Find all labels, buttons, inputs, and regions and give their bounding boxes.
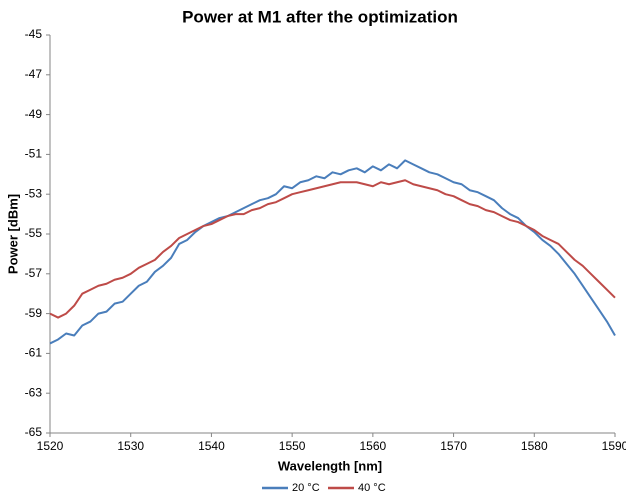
series-line bbox=[49, 179, 616, 319]
x-tick-label: 1580 bbox=[521, 439, 548, 453]
y-axis-title: Power [dBm] bbox=[5, 194, 20, 274]
y-tick-label: -63 bbox=[25, 385, 43, 399]
y-tick-label: -45 bbox=[25, 27, 43, 41]
x-axis-title: Wavelength [nm] bbox=[278, 458, 382, 473]
x-tick-label: 1550 bbox=[279, 439, 306, 453]
x-tick-label: 1590 bbox=[602, 439, 626, 453]
y-tick-label: -55 bbox=[25, 226, 43, 240]
x-tick-label: 1520 bbox=[37, 439, 64, 453]
y-tick-label: -57 bbox=[25, 266, 43, 280]
legend-label: 20 °C bbox=[292, 482, 320, 494]
y-tick-label: -47 bbox=[25, 67, 43, 81]
y-tick-label: -49 bbox=[25, 107, 43, 121]
x-tick-label: 1560 bbox=[360, 439, 387, 453]
legend-label: 40 °C bbox=[358, 482, 386, 494]
y-tick-label: -65 bbox=[25, 425, 43, 439]
x-tick-label: 1570 bbox=[440, 439, 467, 453]
y-tick-label: -53 bbox=[25, 186, 43, 200]
series-line bbox=[49, 159, 616, 345]
y-tick-label: -59 bbox=[25, 306, 43, 320]
y-tick-label: -51 bbox=[25, 147, 43, 161]
y-tick-label: -61 bbox=[25, 346, 43, 360]
x-tick-label: 1540 bbox=[198, 439, 225, 453]
chart-title: Power at M1 after the optimization bbox=[182, 7, 458, 26]
x-tick-label: 1530 bbox=[117, 439, 144, 453]
